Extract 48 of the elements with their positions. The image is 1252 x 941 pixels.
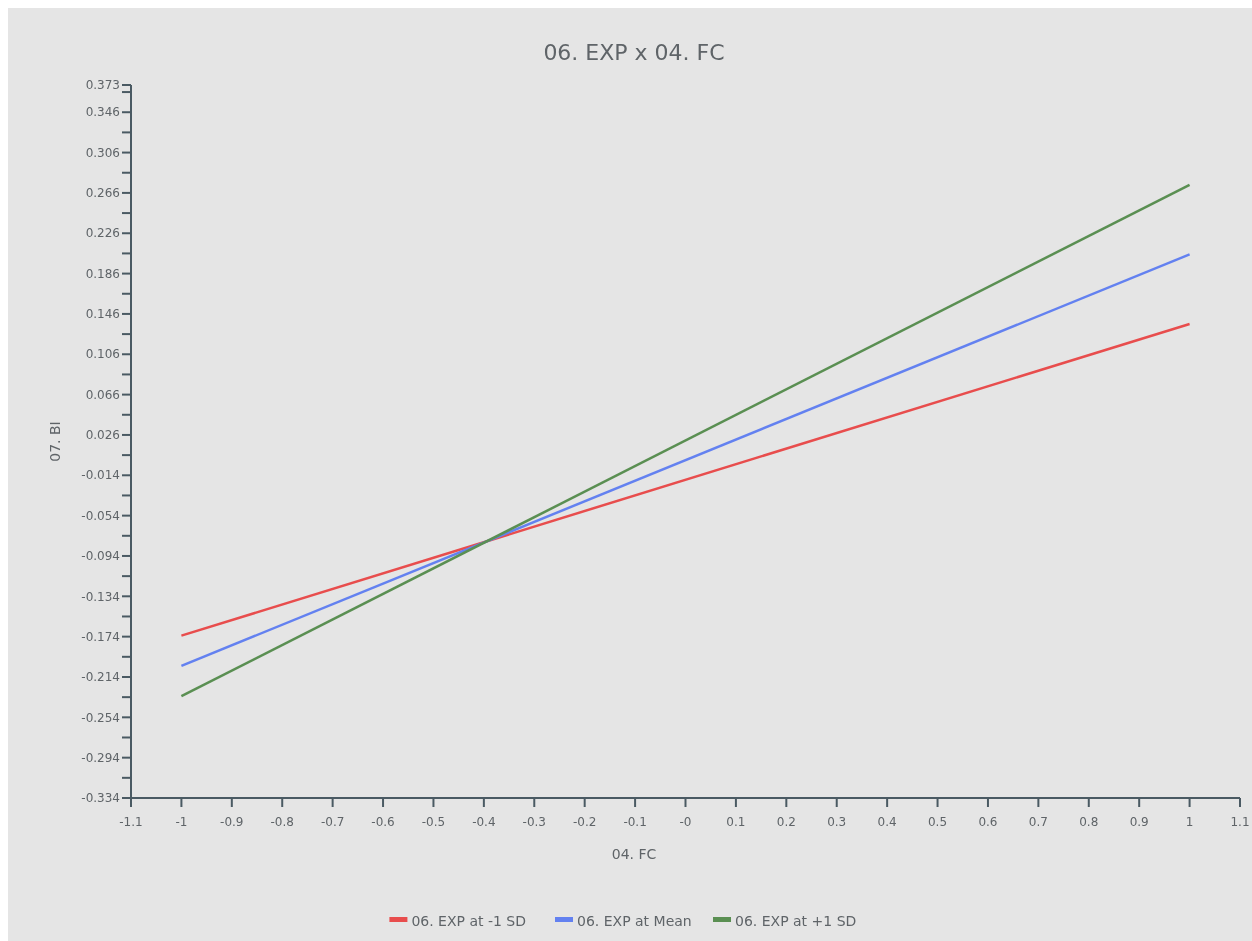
y-tick-label: 0.106 [85, 347, 120, 362]
legend-label: 06. EXP at -1 SD [411, 912, 527, 929]
x-tick-label: -0.1 [623, 815, 647, 829]
x-tick-label: 0.1 [726, 815, 746, 829]
y-tick-label: -0.054 [81, 508, 120, 523]
y-axis-title: 07. BI [47, 421, 63, 462]
x-tick-label: -0.2 [572, 815, 597, 829]
x-tick-label: 0.3 [827, 815, 847, 829]
x-tick-label: 0.7 [1028, 815, 1048, 829]
y-tick-label: 0.346 [85, 105, 120, 120]
x-tick-label: -1 [175, 815, 188, 829]
y-tick-label: 0.306 [85, 145, 120, 160]
y-tick-label: -0.094 [81, 549, 120, 564]
x-tick-label: 0.5 [928, 815, 948, 829]
x-tick-label: -0.6 [371, 815, 395, 829]
x-axis-title: 04. FC [611, 846, 657, 862]
x-tick-label: -0 [679, 815, 692, 829]
y-tick-label: 0.146 [85, 307, 120, 322]
x-tick-label: 1 [1185, 815, 1194, 829]
legend-label: 06. EXP at Mean [577, 912, 692, 929]
y-tick-label: -0.134 [81, 589, 120, 604]
chart-title: 06. EXP x 04. FC [543, 40, 725, 65]
x-tick-label: -0.5 [421, 815, 446, 829]
y-tick-label: -0.254 [81, 710, 120, 725]
x-tick-label: -0.9 [220, 815, 244, 829]
x-tick-label: 0.2 [776, 815, 796, 829]
y-tick-label: 0.373 [85, 78, 120, 93]
y-tick-label: 0.026 [85, 428, 120, 443]
y-tick-label: -0.214 [81, 670, 120, 685]
y-tick-label: 0.186 [85, 266, 120, 281]
y-tick-label: -0.014 [81, 468, 120, 483]
x-tick-label: 1.1 [1230, 815, 1250, 829]
y-tick-label: 0.266 [85, 186, 120, 201]
x-tick-label: -1.1 [119, 815, 143, 829]
y-tick-label: -0.174 [81, 629, 120, 644]
x-tick-label: 0.8 [1079, 815, 1099, 829]
y-tick-label: 0.066 [85, 387, 120, 402]
x-tick-label: -0.8 [270, 815, 294, 829]
y-tick-label: 0.226 [85, 226, 120, 241]
x-tick-label: 0.9 [1129, 815, 1149, 829]
x-tick-label: 0.4 [877, 815, 897, 829]
x-tick-label: -0.7 [320, 815, 345, 829]
y-tick-label: -0.334 [81, 791, 120, 806]
x-tick-label: 0.6 [978, 815, 998, 829]
x-tick-label: -0.4 [472, 815, 496, 829]
legend-label: 06. EXP at +1 SD [735, 912, 857, 929]
y-tick-label: -0.294 [81, 750, 120, 765]
x-tick-label: -0.3 [522, 815, 546, 829]
